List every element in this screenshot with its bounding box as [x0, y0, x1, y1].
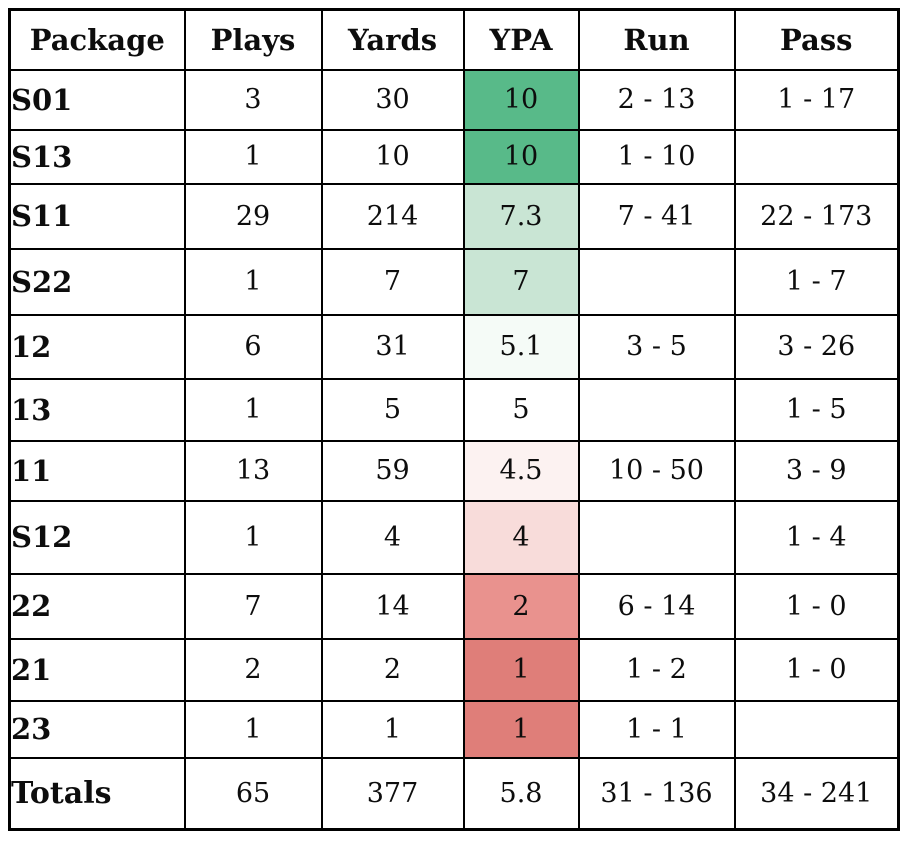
run-cell: 1 - 1 — [577, 699, 736, 759]
table-row: S22 1 7 7 1 - 7 — [8, 247, 900, 316]
run-cell — [577, 377, 736, 442]
table-row: 22 7 14 2 6 - 14 1 - 0 — [8, 572, 900, 640]
pass-cell: 1 - 17 — [733, 68, 900, 131]
table-row: 13 1 5 5 1 - 5 — [8, 377, 900, 442]
package-stats-table: Package Plays Yards YPA Run Pass S01 3 30 1… — [8, 8, 900, 831]
package-cell: 23 — [8, 699, 186, 759]
table-row: S11 29 214 7.3 7 - 41 22 - 173 — [8, 182, 900, 250]
totals-plays-cell: 65 — [183, 756, 323, 831]
ypa-cell: 1 — [462, 699, 580, 759]
plays-cell: 1 — [183, 128, 323, 185]
totals-run-cell: 31 - 136 — [577, 756, 736, 831]
ypa-cell: 5.1 — [462, 313, 580, 380]
plays-cell: 1 — [183, 377, 323, 442]
package-cell: 22 — [8, 572, 186, 640]
run-cell: 7 - 41 — [577, 182, 736, 250]
table-row: 23 1 1 1 1 - 1 — [8, 699, 900, 759]
run-cell — [577, 499, 736, 575]
package-cell: S11 — [8, 182, 186, 250]
plays-cell: 1 — [183, 499, 323, 575]
run-cell: 3 - 5 — [577, 313, 736, 380]
package-cell: S13 — [8, 128, 186, 185]
pass-cell: 1 - 4 — [733, 499, 900, 575]
pass-cell: 1 - 7 — [733, 247, 900, 316]
totals-pass-cell: 34 - 241 — [733, 756, 900, 831]
plays-cell: 3 — [183, 68, 323, 131]
package-cell: 12 — [8, 313, 186, 380]
totals-label-cell: Totals — [8, 756, 186, 831]
table-row: S13 1 10 10 1 - 10 — [8, 128, 900, 185]
ypa-cell: 7.3 — [462, 182, 580, 250]
run-cell: 1 - 10 — [577, 128, 736, 185]
pass-cell: 1 - 0 — [733, 572, 900, 640]
ypa-cell: 1 — [462, 637, 580, 702]
package-cell: S22 — [8, 247, 186, 316]
plays-cell: 29 — [183, 182, 323, 250]
package-cell: S01 — [8, 68, 186, 131]
col-header-yards: Yards — [320, 8, 465, 71]
yards-cell: 7 — [320, 247, 465, 316]
yards-cell: 59 — [320, 439, 465, 502]
pass-cell: 22 - 173 — [733, 182, 900, 250]
yards-cell: 1 — [320, 699, 465, 759]
yards-cell: 214 — [320, 182, 465, 250]
yards-cell: 31 — [320, 313, 465, 380]
totals-yards-cell: 377 — [320, 756, 465, 831]
col-header-package: Package — [8, 8, 186, 71]
yards-cell: 2 — [320, 637, 465, 702]
yards-cell: 4 — [320, 499, 465, 575]
table-body: S01 3 30 10 2 - 13 1 - 17 S13 1 10 10 1 - 10 S11 29 2… — [8, 68, 900, 759]
ypa-cell: 4.5 — [462, 439, 580, 502]
yards-cell: 5 — [320, 377, 465, 442]
ypa-cell: 5 — [462, 377, 580, 442]
ypa-cell: 7 — [462, 247, 580, 316]
table-row: S12 1 4 4 1 - 4 — [8, 499, 900, 575]
plays-cell: 1 — [183, 247, 323, 316]
table-row: S01 3 30 10 2 - 13 1 - 17 — [8, 68, 900, 131]
table-row: 11 13 59 4.5 10 - 50 3 - 9 — [8, 439, 900, 502]
package-cell: 13 — [8, 377, 186, 442]
totals-row: Totals 65 377 5.8 31 - 136 34 - 241 — [8, 756, 900, 831]
yards-cell: 14 — [320, 572, 465, 640]
pass-cell — [733, 128, 900, 185]
pass-cell — [733, 699, 900, 759]
package-cell: 21 — [8, 637, 186, 702]
run-cell: 10 - 50 — [577, 439, 736, 502]
col-header-run: Run — [577, 8, 736, 71]
pass-cell: 1 - 0 — [733, 637, 900, 702]
col-header-pass: Pass — [733, 8, 900, 71]
run-cell: 1 - 2 — [577, 637, 736, 702]
totals-ypa-cell: 5.8 — [462, 756, 580, 831]
ypa-cell: 2 — [462, 572, 580, 640]
ypa-cell: 10 — [462, 68, 580, 131]
package-cell: S12 — [8, 499, 186, 575]
yards-cell: 30 — [320, 68, 465, 131]
run-cell: 6 - 14 — [577, 572, 736, 640]
run-cell — [577, 247, 736, 316]
pass-cell: 3 - 9 — [733, 439, 900, 502]
plays-cell: 2 — [183, 637, 323, 702]
pass-cell: 1 - 5 — [733, 377, 900, 442]
plays-cell: 1 — [183, 699, 323, 759]
plays-cell: 13 — [183, 439, 323, 502]
col-header-plays: Plays — [183, 8, 323, 71]
package-cell: 11 — [8, 439, 186, 502]
ypa-cell: 4 — [462, 499, 580, 575]
ypa-cell: 10 — [462, 128, 580, 185]
pass-cell: 3 - 26 — [733, 313, 900, 380]
plays-cell: 6 — [183, 313, 323, 380]
run-cell: 2 - 13 — [577, 68, 736, 131]
plays-cell: 7 — [183, 572, 323, 640]
col-header-ypa: YPA — [462, 8, 580, 71]
yards-cell: 10 — [320, 128, 465, 185]
header-row: Package Plays Yards YPA Run Pass — [8, 8, 900, 71]
